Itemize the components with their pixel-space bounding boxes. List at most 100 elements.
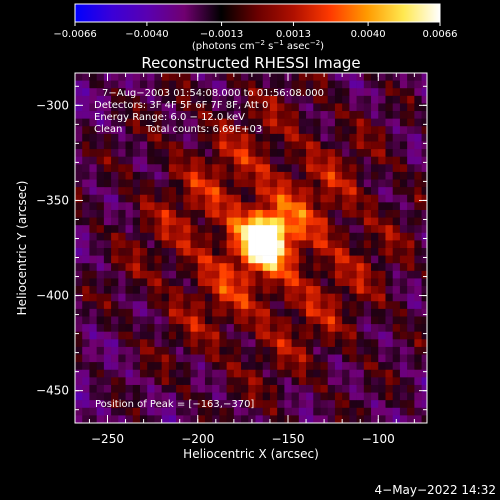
heatmap-cell	[334, 179, 343, 188]
heatmap-cell	[306, 88, 314, 97]
heatmap-cell	[147, 141, 155, 150]
heatmap-cell	[320, 111, 329, 119]
heatmap-cell	[320, 194, 329, 203]
heatmap-cell	[154, 293, 162, 302]
heatmap-cell	[421, 263, 427, 272]
heatmap-cell	[204, 187, 213, 196]
heatmap-cell	[385, 278, 394, 287]
heatmap-cell	[204, 118, 213, 127]
heatmap-cell	[197, 225, 206, 234]
heatmap-cell	[313, 301, 321, 310]
heatmap-cell	[248, 407, 256, 416]
heatmap-cell	[82, 80, 90, 89]
heatmap-cell	[248, 111, 256, 119]
heatmap-cell	[226, 202, 235, 211]
heatmap-cell	[168, 73, 177, 81]
heatmap-cell	[161, 194, 170, 203]
heatmap-cell	[342, 301, 350, 310]
heatmap-cell	[284, 377, 292, 386]
heatmap-cell	[132, 149, 141, 157]
heatmap-cell	[118, 118, 126, 127]
heatmap-cell	[255, 225, 264, 234]
heatmap-cell	[226, 270, 235, 279]
heatmap-cell	[197, 316, 206, 325]
heatmap-cell	[421, 286, 427, 294]
heatmap-cell	[118, 95, 126, 104]
heatmap-cell	[168, 339, 177, 348]
heatmap-cell	[269, 225, 278, 234]
heatmap-cell	[298, 308, 307, 317]
heatmap-cell	[277, 209, 285, 218]
heatmap-cell	[89, 171, 97, 180]
heatmap-cell	[298, 156, 307, 165]
heatmap-cell	[407, 255, 415, 264]
heatmap-cell	[103, 80, 112, 89]
heatmap-cell	[349, 133, 357, 142]
heatmap-cell	[371, 392, 379, 401]
heatmap-cell	[241, 255, 249, 264]
heatmap-cell	[407, 95, 415, 104]
heatmap-cell	[204, 392, 213, 401]
heatmap-cell	[349, 384, 357, 393]
heatmap-cell	[154, 248, 162, 256]
heatmap-cell	[262, 149, 271, 157]
heatmap-cell	[342, 111, 350, 119]
heatmap-cell	[378, 126, 386, 135]
heatmap-cell	[154, 118, 162, 127]
heatmap-cell	[262, 179, 271, 188]
heatmap-cell	[139, 118, 148, 127]
heatmap-cell	[82, 164, 90, 173]
heatmap-cell	[363, 171, 372, 180]
heatmap-cell	[392, 103, 401, 112]
heatmap-cell	[118, 354, 126, 363]
heatmap-cell	[371, 149, 379, 157]
heatmap-cell	[248, 278, 256, 287]
heatmap-cell	[298, 415, 307, 423]
heatmap-cell	[139, 232, 148, 241]
heatmap-cell	[414, 103, 422, 112]
heatmap-cell	[371, 278, 379, 287]
heatmap-cell	[197, 301, 206, 310]
heatmap-cell	[176, 384, 184, 393]
heatmap-cell	[219, 278, 227, 287]
heatmap-cell	[262, 308, 271, 317]
heatmap-cell	[255, 415, 264, 423]
heatmap-cell	[248, 202, 256, 211]
heatmap-cell	[262, 354, 271, 363]
heatmap-cell	[75, 111, 83, 119]
heatmap-cell	[132, 209, 141, 218]
heatmap-cell	[284, 171, 292, 180]
heatmap-cell	[154, 232, 162, 241]
heatmap-cell	[219, 270, 227, 279]
heatmap-cell	[248, 316, 256, 325]
heatmap-cell	[233, 308, 242, 317]
heatmap-cell	[392, 209, 401, 218]
heatmap-cell	[233, 225, 242, 234]
heatmap-cell	[75, 301, 83, 310]
heatmap-cell	[96, 248, 105, 256]
heatmap-cell	[111, 111, 119, 119]
heatmap-cell	[111, 331, 119, 340]
heatmap-cell	[277, 255, 285, 264]
heatmap-cell	[125, 149, 134, 157]
heatmap-cell	[226, 194, 235, 203]
heatmap-cell	[421, 187, 427, 196]
heatmap-cell	[392, 301, 401, 310]
heatmap-cell	[327, 156, 336, 165]
heatmap-cell	[183, 95, 191, 104]
heatmap-cell	[349, 293, 357, 302]
heatmap-cell	[262, 133, 271, 142]
heatmap-cell	[125, 103, 134, 112]
heatmap-cell	[363, 202, 372, 211]
heatmap-cell	[407, 171, 415, 180]
heatmap-cell	[298, 369, 307, 378]
heatmap-cell	[255, 407, 264, 416]
heatmap-cell	[132, 141, 141, 150]
heatmap-cell	[414, 73, 422, 81]
heatmap-cell	[233, 164, 242, 173]
heatmap-cell	[306, 286, 314, 294]
heatmap-cell	[327, 316, 336, 325]
heatmap-cell	[147, 293, 155, 302]
heatmap-cell	[125, 202, 134, 211]
heatmap-cell	[75, 308, 83, 317]
